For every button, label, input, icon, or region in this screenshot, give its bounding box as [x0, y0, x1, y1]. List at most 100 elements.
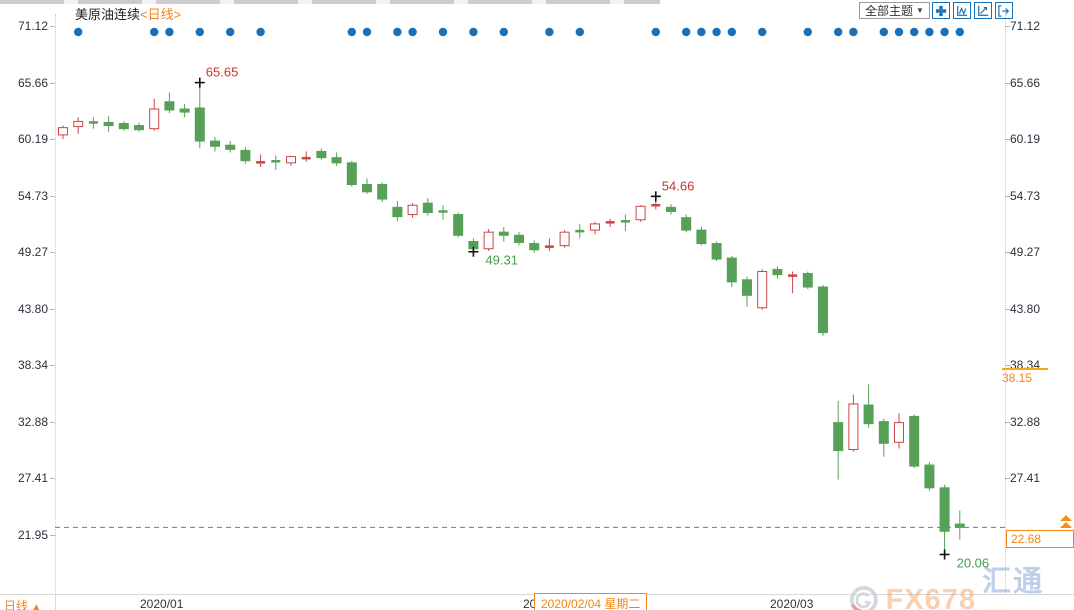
event-dot[interactable] [469, 27, 478, 37]
fit-screen-icon[interactable] [932, 2, 950, 19]
pan-right-icon[interactable] [995, 2, 1013, 19]
candle [407, 203, 418, 218]
candle [498, 226, 509, 242]
candle [362, 178, 372, 194]
candle [818, 284, 828, 336]
event-dot[interactable] [499, 27, 508, 37]
event-dot[interactable] [925, 27, 934, 37]
candle [742, 276, 752, 307]
last-price-tag: 22.68 [1006, 530, 1074, 548]
axis-tick [50, 195, 55, 197]
price-tick-label: 54.73 [17, 188, 48, 203]
event-dot[interactable] [408, 27, 417, 37]
zoom-y-axis-icon[interactable] [974, 2, 992, 19]
event-dot[interactable] [727, 27, 736, 37]
price-tick-label: 27.41 [1010, 471, 1041, 486]
event-dot[interactable] [834, 27, 843, 37]
event-dot[interactable] [545, 27, 554, 37]
left-axis-border [55, 14, 56, 594]
period-label: 日线 [4, 599, 29, 610]
candle [256, 154, 266, 167]
event-dot[interactable] [150, 27, 159, 37]
event-dot[interactable] [74, 27, 83, 37]
event-dot[interactable] [362, 27, 372, 37]
candle [210, 136, 220, 152]
event-dot[interactable] [195, 27, 204, 37]
candle [514, 232, 524, 246]
candle [529, 240, 540, 253]
candle [73, 117, 84, 134]
event-dot[interactable] [910, 27, 919, 37]
price-tick-label: 32.88 [17, 414, 48, 429]
event-dot[interactable] [347, 27, 356, 37]
low-marker: 49.31 [468, 246, 518, 268]
axis-tick [50, 82, 55, 84]
axis-divider [55, 595, 56, 610]
price-tick-label: 32.88 [1010, 414, 1041, 429]
scroll-to-latest-icon[interactable] [1060, 515, 1072, 529]
price-tick-label: 65.66 [1010, 75, 1041, 90]
candle [316, 148, 327, 160]
candle [833, 400, 844, 480]
axis-tick [50, 252, 55, 254]
event-dot[interactable] [256, 27, 265, 37]
candle [301, 151, 311, 162]
price-tick-label: 60.19 [17, 132, 48, 147]
axis-tick [1005, 308, 1010, 310]
chart-title: 美原油连续<日线> [75, 4, 181, 23]
event-dot[interactable] [165, 27, 174, 37]
price-tick-label: 43.80 [1010, 301, 1041, 316]
price-tick-label: 71.12 [17, 19, 48, 33]
themes-dropdown[interactable]: 全部主题 ▼ [859, 2, 930, 19]
month-label: 2020/03 [770, 597, 814, 610]
candle [271, 155, 281, 171]
candle [134, 122, 144, 132]
event-dot[interactable] [682, 27, 691, 37]
event-dot[interactable] [393, 27, 402, 37]
watermark-brand: FX678 [885, 583, 977, 610]
event-dot[interactable] [575, 27, 584, 37]
high-marker: 65.65 [194, 65, 238, 88]
candle [802, 271, 813, 290]
caret-down-icon: ▼ [916, 6, 924, 15]
candle [666, 204, 676, 215]
price-tick-label: 43.80 [17, 301, 48, 316]
zoom-x-axis-icon[interactable] [953, 2, 971, 19]
event-dot[interactable] [849, 27, 858, 37]
event-dot[interactable] [894, 27, 904, 37]
candle [620, 214, 630, 232]
price-tick-label: 49.27 [1010, 245, 1041, 260]
event-dot[interactable] [712, 27, 721, 37]
candle [939, 484, 950, 555]
event-dot[interactable] [438, 27, 448, 37]
period-selector[interactable]: 日线 ▲ [4, 597, 41, 610]
triangle-up-icon: ▲ [31, 602, 42, 610]
candle [286, 155, 296, 166]
watermark-site: 汇通网 [982, 566, 1045, 610]
event-dot[interactable] [226, 27, 235, 37]
candle [453, 212, 464, 238]
event-dot[interactable] [940, 27, 949, 37]
event-dot[interactable] [697, 27, 706, 37]
candle [346, 160, 357, 187]
candle [909, 414, 920, 469]
fx678-logo-icon [849, 586, 878, 610]
high-marker: 54.66 [650, 178, 694, 202]
upper-price-tag: 38.15 [1002, 368, 1048, 385]
event-dot[interactable] [955, 27, 964, 37]
candle [696, 226, 707, 246]
candle [924, 461, 935, 491]
price-tick-label: 60.19 [1010, 132, 1041, 147]
symbol-name: 美原油连续 [75, 7, 141, 22]
event-dot[interactable] [651, 27, 660, 37]
price-annotation: 49.31 [485, 253, 518, 268]
event-dot[interactable] [758, 27, 767, 37]
candle [544, 238, 554, 251]
event-dot[interactable] [879, 27, 888, 37]
candle [772, 266, 783, 279]
axis-tick [50, 26, 55, 27]
candle [438, 205, 448, 220]
event-dot[interactable] [803, 27, 812, 37]
axis-tick [1005, 365, 1010, 367]
